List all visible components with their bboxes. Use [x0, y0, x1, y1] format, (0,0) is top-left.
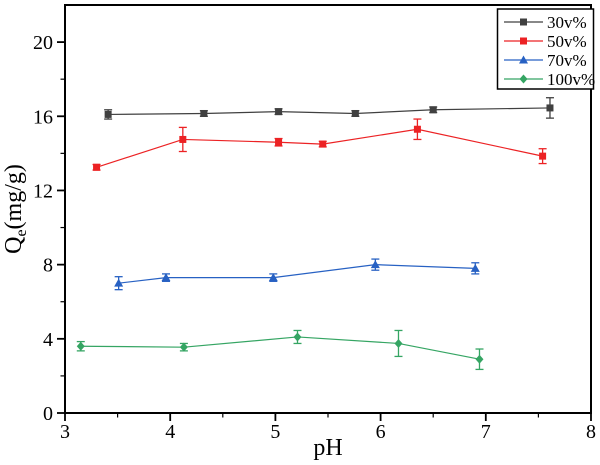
- y-axis-label-base: Q: [1, 236, 27, 254]
- y-axis-label: Qe(mg/g): [1, 109, 32, 309]
- data-point-marker: [179, 342, 188, 352]
- y-tick-label: 12: [33, 180, 53, 202]
- data-point-marker: [293, 332, 302, 342]
- x-tick-label: 3: [60, 421, 70, 443]
- data-point-marker: [546, 104, 554, 112]
- legend-marker-icon: [519, 55, 528, 64]
- x-tick-label: 6: [376, 421, 386, 443]
- data-point-marker: [76, 341, 85, 351]
- data-point-marker: [179, 135, 187, 143]
- series-line: [108, 107, 550, 116]
- x-axis-label: pH: [313, 435, 343, 461]
- x-tick-label: 4: [165, 421, 175, 443]
- legend-marker-icon: [519, 74, 528, 84]
- legend-marker-icon: [520, 37, 527, 45]
- data-point-marker: [394, 338, 403, 348]
- y-tick-label: 20: [33, 32, 53, 54]
- data-point-marker: [200, 109, 208, 117]
- y-tick-label: 8: [43, 255, 53, 277]
- series-70v%: [114, 258, 480, 291]
- x-tick-label: 8: [586, 421, 596, 443]
- data-point-marker: [268, 273, 278, 282]
- data-point-marker: [475, 354, 484, 364]
- data-point-marker: [319, 140, 327, 148]
- data-point-marker: [104, 110, 112, 118]
- series-30v%: [104, 97, 554, 120]
- data-point-marker: [351, 109, 359, 117]
- legend-entry: 50v%: [504, 32, 587, 51]
- legend-label: 50v%: [547, 32, 587, 51]
- x-tick-label: 5: [270, 421, 280, 443]
- y-axis-label-subscript: e: [13, 229, 30, 237]
- y-tick-label: 0: [43, 403, 53, 425]
- legend-entry: 30v%: [504, 13, 587, 32]
- legend-label: 100v%: [547, 70, 595, 89]
- legend-entry: 70v%: [504, 51, 587, 70]
- data-point-marker: [413, 125, 421, 133]
- data-point-marker: [161, 273, 171, 282]
- legend-label: 30v%: [547, 13, 587, 32]
- data-point-marker: [429, 106, 437, 114]
- series-50v%: [92, 118, 547, 171]
- data-point-marker: [114, 278, 124, 287]
- series-line: [96, 128, 543, 168]
- data-point-marker: [370, 260, 380, 269]
- legend-marker-icon: [520, 18, 527, 26]
- legend-entry: 100v%: [504, 70, 595, 89]
- x-tick-label: 7: [481, 421, 491, 443]
- legend-box: 30v%50v%70v%100v%: [496, 8, 595, 90]
- data-point-marker: [93, 163, 101, 171]
- legend-label: 70v%: [547, 51, 587, 70]
- series-line: [118, 264, 476, 284]
- data-point-marker: [539, 152, 547, 160]
- series-100v%: [76, 329, 484, 371]
- y-tick-label: 16: [33, 106, 53, 128]
- data-point-marker: [275, 108, 283, 116]
- series-line: [80, 336, 480, 360]
- y-axis-label-units: (mg/g): [1, 164, 27, 230]
- y-tick-label: 4: [43, 329, 53, 351]
- data-point-marker: [470, 263, 480, 272]
- data-point-marker: [275, 138, 283, 146]
